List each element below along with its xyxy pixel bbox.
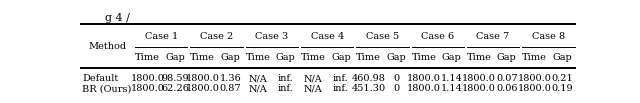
Text: Case 1: Case 1 bbox=[145, 32, 178, 41]
Text: 0: 0 bbox=[393, 84, 399, 93]
Text: 1.14: 1.14 bbox=[440, 84, 463, 93]
Text: 0: 0 bbox=[393, 74, 399, 83]
Text: 62.26: 62.26 bbox=[161, 84, 189, 93]
Text: inf.: inf. bbox=[278, 84, 294, 93]
Text: 0.21: 0.21 bbox=[551, 74, 573, 83]
Text: Case 2: Case 2 bbox=[200, 32, 233, 41]
Text: Gap: Gap bbox=[442, 53, 461, 62]
Text: Method: Method bbox=[89, 42, 127, 51]
Text: Gap: Gap bbox=[497, 53, 516, 62]
Text: 1.14: 1.14 bbox=[440, 74, 463, 83]
Text: Time: Time bbox=[301, 53, 326, 62]
Text: Gap: Gap bbox=[220, 53, 240, 62]
Text: 1800.0: 1800.0 bbox=[131, 74, 164, 83]
Text: Default: Default bbox=[83, 74, 119, 83]
Text: g 4 /: g 4 / bbox=[105, 13, 130, 23]
Text: 1.36: 1.36 bbox=[220, 74, 241, 83]
Text: BR (Ours): BR (Ours) bbox=[83, 84, 132, 93]
Text: Gap: Gap bbox=[165, 53, 185, 62]
Text: Case 7: Case 7 bbox=[476, 32, 509, 41]
Text: Time: Time bbox=[135, 53, 160, 62]
Text: Case 5: Case 5 bbox=[366, 32, 399, 41]
Text: 1800.0: 1800.0 bbox=[518, 74, 552, 83]
Text: 1800.0: 1800.0 bbox=[407, 74, 441, 83]
Text: Case 4: Case 4 bbox=[310, 32, 344, 41]
Text: N/A: N/A bbox=[304, 84, 323, 93]
Text: 98.59: 98.59 bbox=[161, 74, 189, 83]
Text: N/A: N/A bbox=[304, 74, 323, 83]
Text: Time: Time bbox=[356, 53, 381, 62]
Text: 451.30: 451.30 bbox=[351, 84, 386, 93]
Text: 1800.0: 1800.0 bbox=[186, 84, 220, 93]
Text: Case 3: Case 3 bbox=[255, 32, 289, 41]
Text: N/A: N/A bbox=[248, 84, 268, 93]
Text: 0.19: 0.19 bbox=[552, 84, 573, 93]
Text: 1800.0: 1800.0 bbox=[462, 84, 496, 93]
Text: Time: Time bbox=[467, 53, 492, 62]
Text: N/A: N/A bbox=[248, 74, 268, 83]
Text: Gap: Gap bbox=[387, 53, 406, 62]
Text: Gap: Gap bbox=[552, 53, 572, 62]
Text: Time: Time bbox=[190, 53, 215, 62]
Text: 0.87: 0.87 bbox=[220, 84, 241, 93]
Text: 1800.0: 1800.0 bbox=[131, 84, 164, 93]
Text: Gap: Gap bbox=[331, 53, 351, 62]
Text: Time: Time bbox=[246, 53, 271, 62]
Text: Case 8: Case 8 bbox=[532, 32, 565, 41]
Text: inf.: inf. bbox=[333, 84, 349, 93]
Text: 1800.0: 1800.0 bbox=[518, 84, 552, 93]
Text: inf.: inf. bbox=[278, 74, 294, 83]
Text: Gap: Gap bbox=[276, 53, 296, 62]
Text: Time: Time bbox=[412, 53, 436, 62]
Text: inf.: inf. bbox=[333, 74, 349, 83]
Text: 1800.0: 1800.0 bbox=[462, 74, 496, 83]
Text: 460.98: 460.98 bbox=[351, 74, 385, 83]
Text: 1800.0: 1800.0 bbox=[407, 84, 441, 93]
Text: 0.06: 0.06 bbox=[496, 84, 518, 93]
Text: 1800.0: 1800.0 bbox=[186, 74, 220, 83]
Text: 0.07: 0.07 bbox=[496, 74, 518, 83]
Text: Case 6: Case 6 bbox=[421, 32, 454, 41]
Text: Time: Time bbox=[522, 53, 547, 62]
